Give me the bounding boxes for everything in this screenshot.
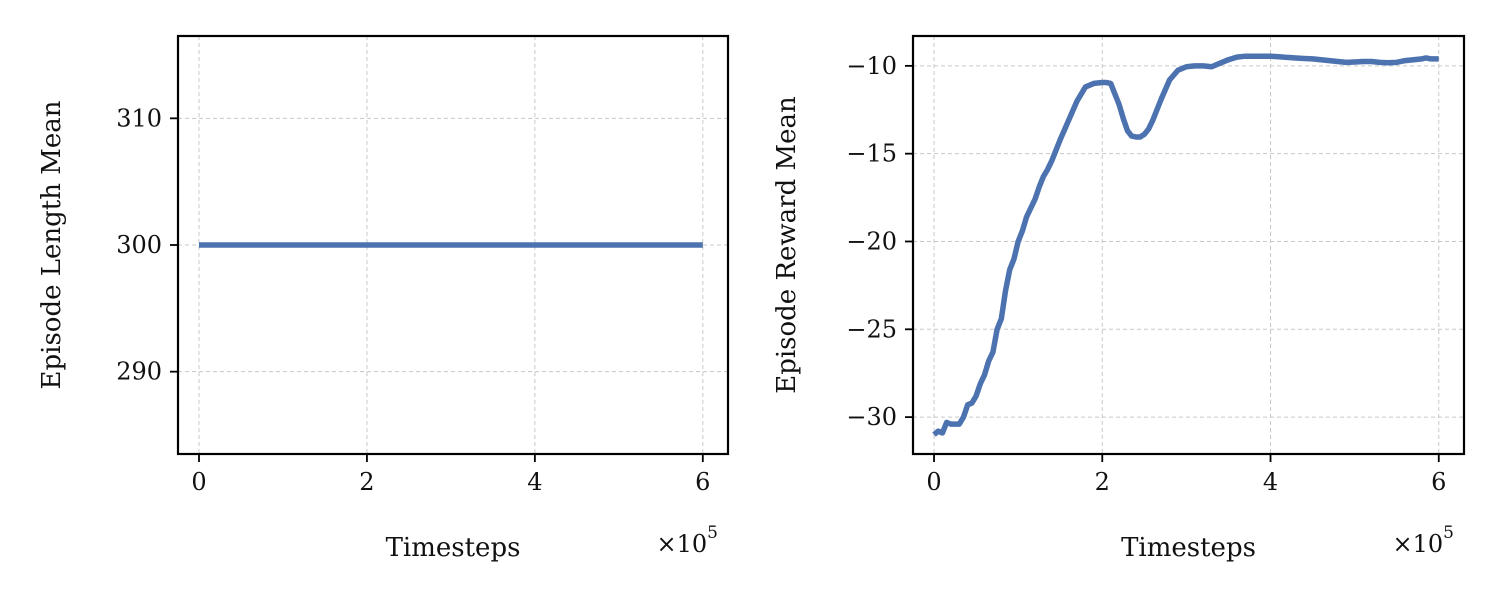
length-y-tick-label-2: 310 xyxy=(116,104,162,132)
length-x-tick-label-1: 2 xyxy=(359,468,374,496)
length-y-axis-label: Episode Length Mean xyxy=(37,100,67,389)
length-x-tick-label-3: 6 xyxy=(695,468,710,496)
episode-length-panel: 0 2 4 6 290 300 310 Timesteps Episode Length Mea… xyxy=(37,34,730,563)
length-x-offset-exponent: 5 xyxy=(707,523,718,543)
reward-x-axis-label: Timesteps xyxy=(1121,533,1256,563)
length-x-tick-label-2: 4 xyxy=(527,468,542,496)
length-y-tick-label-0: 290 xyxy=(116,358,162,386)
length-x-axis-label: Timesteps xyxy=(386,533,521,563)
reward-y-tick-label-3: −15 xyxy=(846,140,897,168)
reward-y-tick-label-0: −30 xyxy=(846,403,897,431)
reward-x-tick-label-0: 0 xyxy=(926,468,941,496)
reward-plot-frame xyxy=(911,34,1466,456)
reward-x-tick-label-1: 2 xyxy=(1095,468,1110,496)
length-x-offset-label: ×10 xyxy=(657,530,708,558)
episode-reward-panel: 0 2 4 6 −30 −25 −20 −15 −10 Timesteps Episode Rewa… xyxy=(772,34,1466,563)
reward-x-offset-label: ×10 xyxy=(1393,530,1444,558)
reward-y-tick-label-2: −20 xyxy=(846,227,897,255)
reward-series-line-0 xyxy=(932,53,1439,437)
reward-y-tick-label-1: −25 xyxy=(846,315,897,343)
reward-x-offset-exponent: 5 xyxy=(1443,523,1454,543)
length-y-tick-label-1: 300 xyxy=(116,231,162,259)
length-x-tick-label-0: 0 xyxy=(191,468,206,496)
reward-y-tick-label-4: −10 xyxy=(846,52,897,80)
reward-x-tick-label-2: 4 xyxy=(1263,468,1278,496)
reward-x-tick-label-3: 6 xyxy=(1431,468,1446,496)
reward-y-axis-label: Episode Reward Mean xyxy=(772,96,802,394)
